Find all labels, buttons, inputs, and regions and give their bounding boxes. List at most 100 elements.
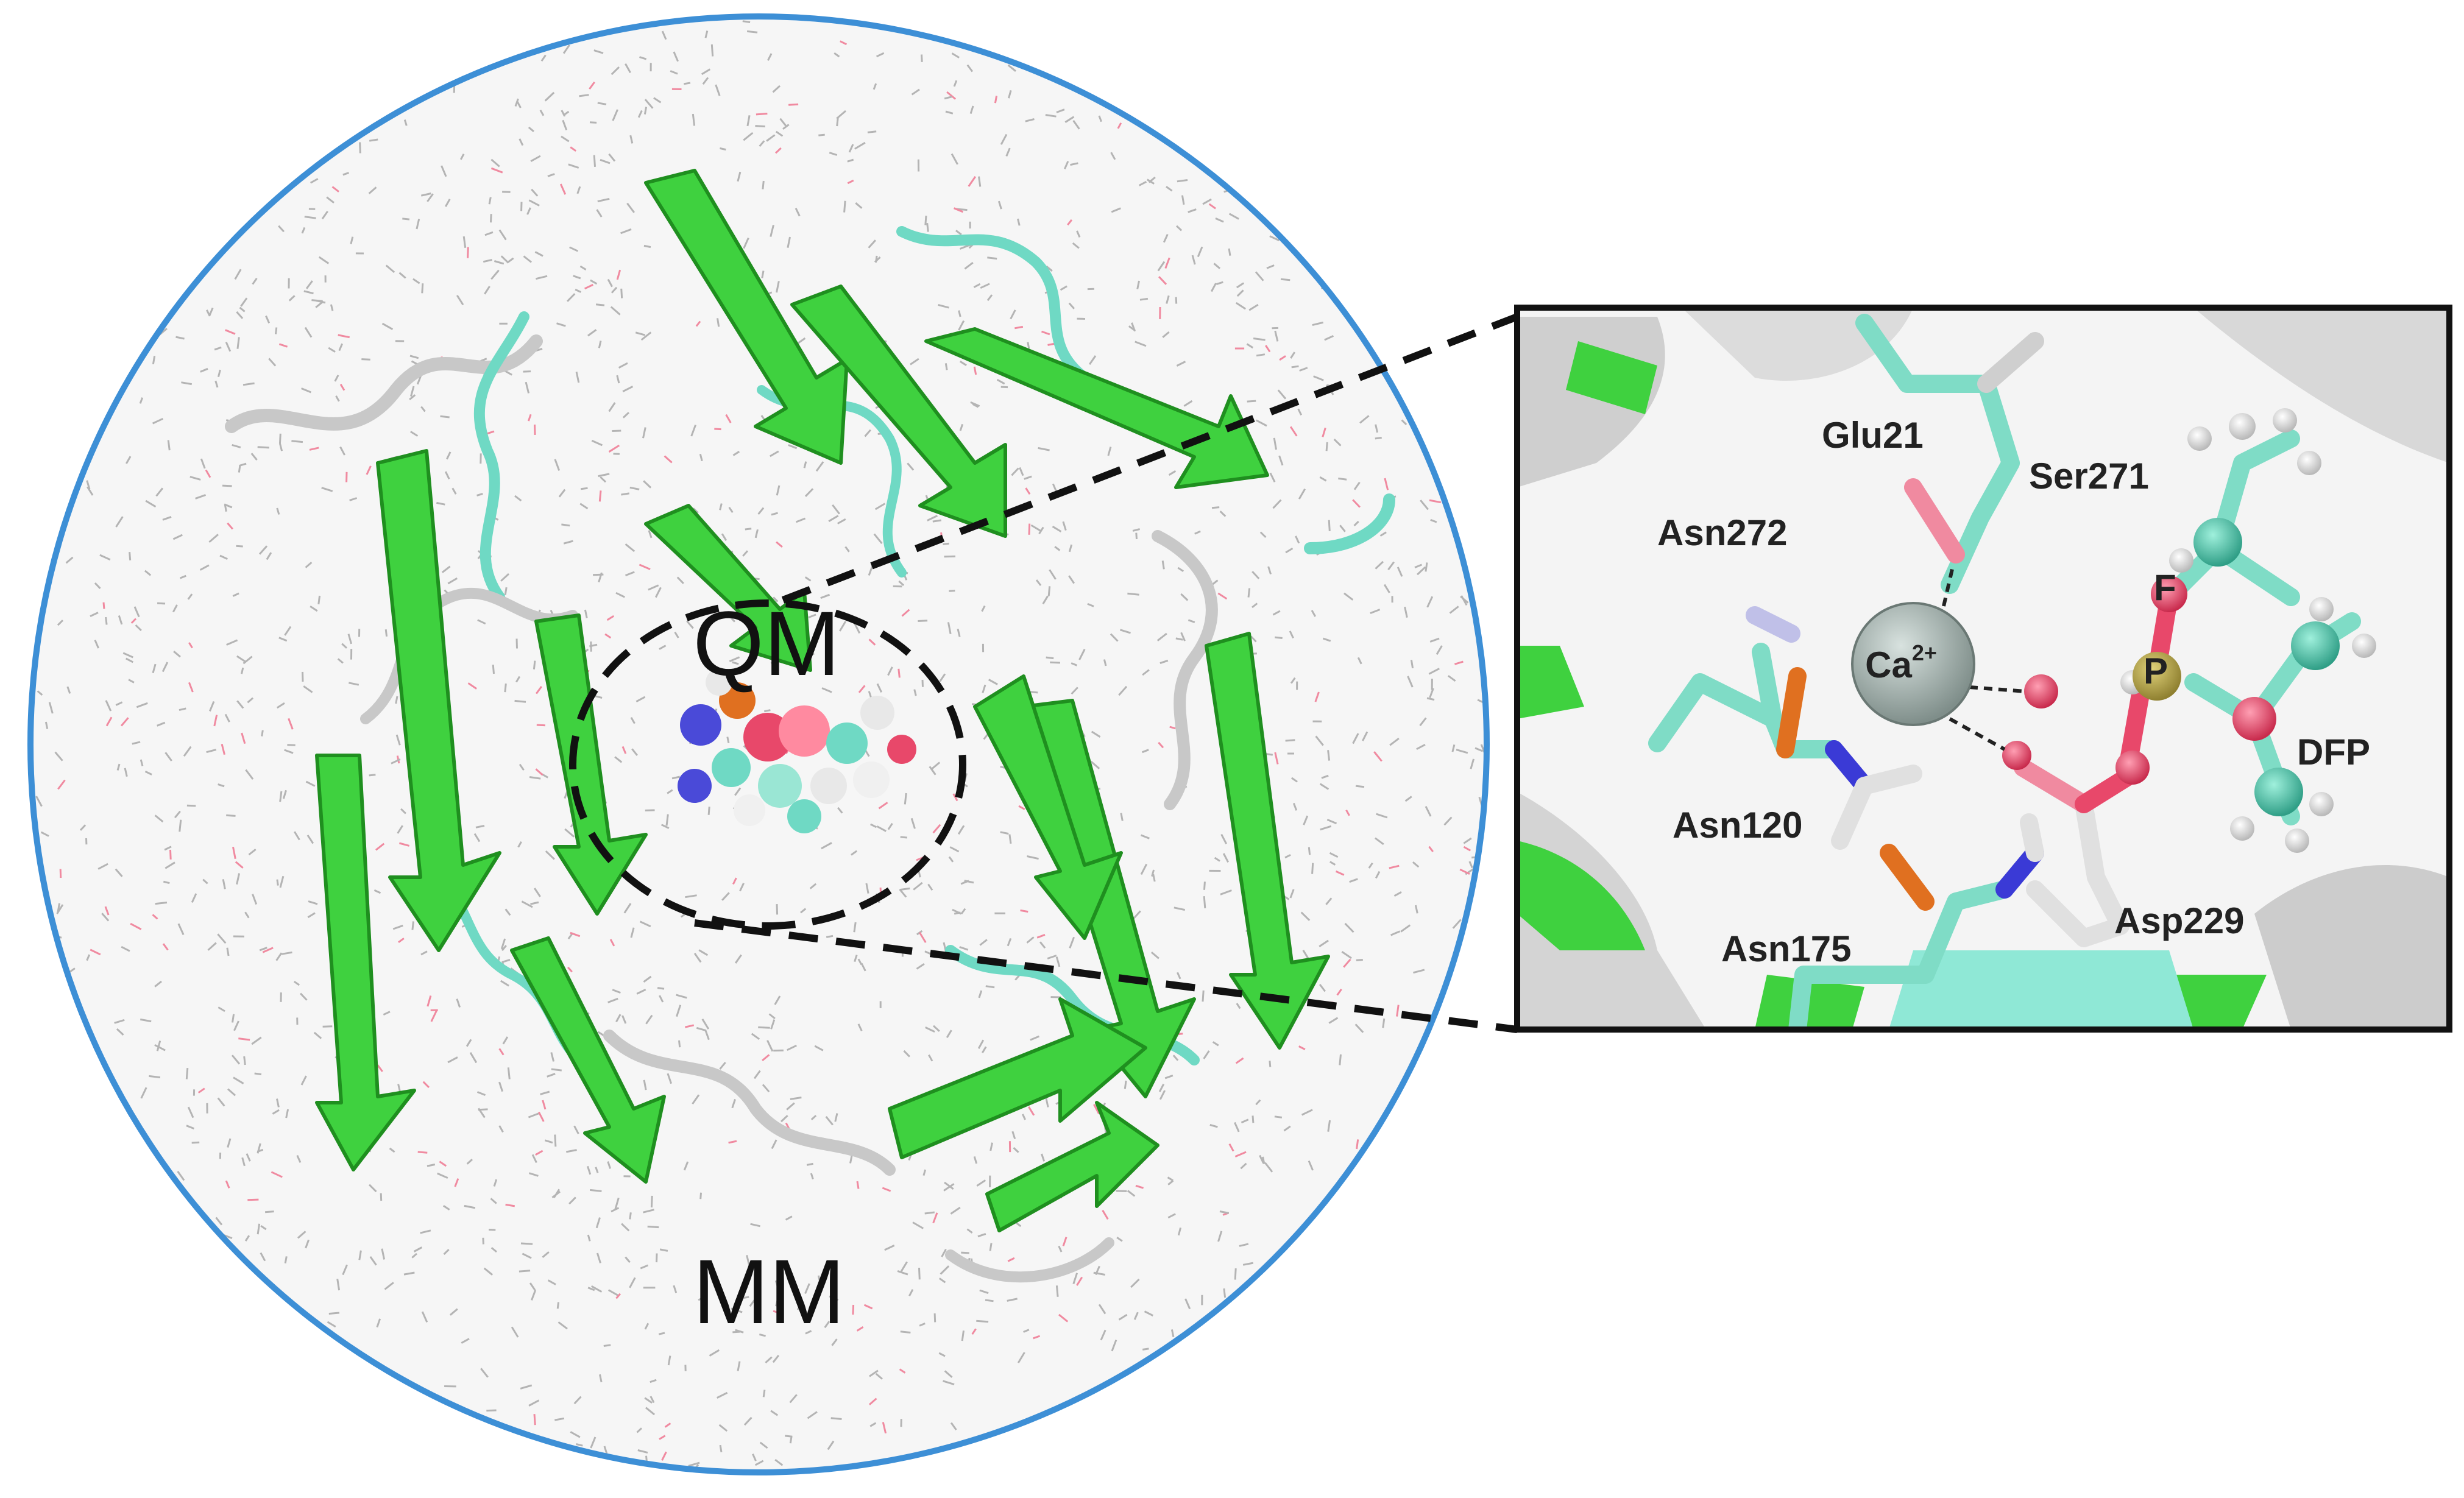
water-molecule bbox=[751, 1033, 760, 1040]
water-molecule bbox=[752, 1454, 757, 1461]
water-molecule bbox=[951, 52, 960, 58]
water-molecule bbox=[461, 1338, 470, 1344]
water-molecule bbox=[621, 492, 630, 496]
water-molecule bbox=[241, 732, 246, 744]
water-molecule bbox=[1068, 575, 1075, 584]
water-molecule bbox=[804, 576, 812, 582]
water-molecule bbox=[1239, 1243, 1249, 1247]
water-molecule bbox=[94, 582, 101, 589]
water-molecule bbox=[568, 163, 579, 169]
water-molecule bbox=[287, 744, 296, 746]
water-molecule bbox=[1236, 282, 1245, 289]
water-molecule bbox=[172, 534, 183, 540]
water-molecule bbox=[929, 766, 936, 775]
water-molecule bbox=[611, 1207, 620, 1213]
water-molecule bbox=[551, 1068, 562, 1072]
water-molecule bbox=[152, 663, 157, 674]
water-molecule bbox=[612, 989, 621, 994]
water-molecule bbox=[121, 945, 130, 952]
water-molecule bbox=[1039, 941, 1046, 949]
water-molecule bbox=[1175, 297, 1178, 304]
water-molecule bbox=[776, 281, 780, 293]
water-molecule bbox=[728, 506, 734, 514]
water-molecule bbox=[56, 904, 64, 914]
water-molecule bbox=[683, 1161, 689, 1171]
water-molecule bbox=[1017, 1352, 1025, 1363]
water-molecule bbox=[233, 1020, 239, 1031]
water-molecule bbox=[538, 1111, 545, 1122]
water-molecule bbox=[607, 278, 613, 288]
water-molecule bbox=[1236, 1003, 1241, 1009]
water-molecule bbox=[1291, 365, 1299, 369]
water-molecule bbox=[771, 512, 778, 516]
water-molecule bbox=[1027, 342, 1030, 349]
water-molecule bbox=[206, 749, 217, 754]
oxygen-atom bbox=[2024, 674, 2058, 708]
water-molecule bbox=[996, 378, 1005, 385]
water-molecule bbox=[115, 516, 124, 528]
beta-strand-1 bbox=[376, 449, 501, 952]
water-molecule bbox=[528, 1112, 540, 1118]
water-molecule bbox=[603, 1344, 611, 1347]
water-molecule bbox=[440, 415, 450, 419]
water-molecule bbox=[490, 1246, 497, 1253]
water-molecule bbox=[770, 450, 779, 458]
water-molecule bbox=[671, 775, 681, 780]
water-molecule bbox=[130, 922, 142, 930]
water-molecule bbox=[939, 673, 946, 682]
water-molecule bbox=[728, 1140, 737, 1144]
water-molecule bbox=[625, 1256, 631, 1263]
water-molecule bbox=[1203, 896, 1206, 909]
water-molecule bbox=[500, 573, 510, 582]
water-molecule bbox=[410, 386, 415, 397]
water-molecule bbox=[952, 908, 962, 915]
water-molecule bbox=[483, 258, 492, 263]
water-molecule bbox=[427, 193, 434, 202]
water-molecule bbox=[1177, 972, 1181, 980]
water-molecule bbox=[903, 1050, 910, 1058]
water-molecule bbox=[1135, 1184, 1144, 1189]
water-molecule bbox=[1175, 637, 1183, 641]
mm-sphere: QM MM bbox=[27, 13, 1490, 1475]
water-molecule bbox=[275, 952, 283, 961]
water-molecule bbox=[732, 877, 737, 885]
water-molecule bbox=[1396, 1005, 1400, 1017]
water-molecule bbox=[338, 334, 350, 339]
water-molecule bbox=[66, 686, 71, 694]
beta-sheets bbox=[315, 169, 1330, 1232]
water-molecule bbox=[982, 1046, 987, 1053]
water-molecule bbox=[743, 237, 749, 249]
water-molecule bbox=[529, 776, 541, 780]
active-site-inset: Ca2+ F P Glu21 Ser271 Asn272 Asn120 Asn1… bbox=[1514, 305, 2452, 1033]
water-molecule bbox=[1236, 289, 1244, 297]
water-molecule bbox=[1319, 939, 1329, 948]
water-molecule bbox=[90, 612, 99, 617]
water-molecule bbox=[950, 1422, 957, 1430]
water-molecule bbox=[1329, 861, 1336, 866]
water-molecule bbox=[1311, 610, 1317, 617]
asp229-carboxyl bbox=[2014, 758, 2093, 813]
water-molecule bbox=[322, 1025, 333, 1028]
water-molecule bbox=[590, 1189, 602, 1192]
water-molecule bbox=[774, 995, 781, 1005]
water-molecule bbox=[1055, 1285, 1059, 1297]
water-molecule bbox=[607, 997, 618, 1003]
water-molecule bbox=[420, 406, 426, 412]
water-molecule bbox=[478, 1108, 488, 1111]
water-molecule bbox=[787, 1044, 797, 1051]
h-atom bbox=[2229, 413, 2256, 440]
water-molecule bbox=[719, 503, 723, 511]
label-asp229: Asp229 bbox=[2114, 900, 2244, 941]
water-molecule bbox=[986, 294, 993, 302]
water-molecule bbox=[189, 476, 201, 481]
ribbon-gray bbox=[2254, 865, 2449, 1030]
water-molecule bbox=[973, 1156, 978, 1164]
water-molecule bbox=[1426, 596, 1434, 608]
water-molecule bbox=[519, 138, 524, 146]
water-molecule bbox=[790, 1097, 802, 1100]
water-molecule bbox=[977, 1039, 985, 1049]
water-molecule bbox=[526, 207, 531, 215]
water-molecule bbox=[856, 1181, 860, 1189]
water-molecule bbox=[534, 251, 543, 257]
water-molecule bbox=[456, 998, 461, 1008]
